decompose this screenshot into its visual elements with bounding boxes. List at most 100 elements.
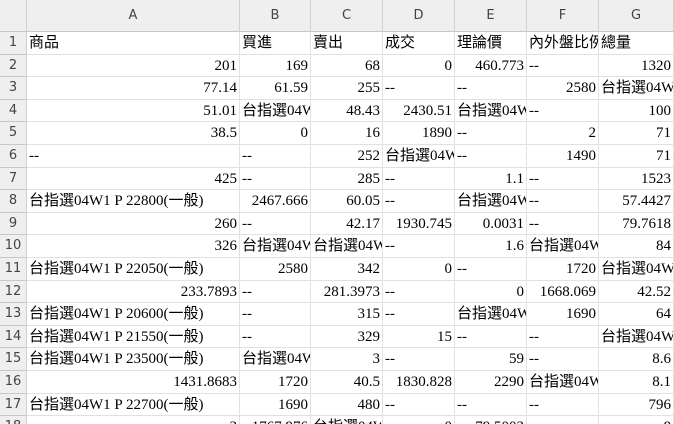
cell[interactable]: 3	[311, 348, 383, 371]
cell[interactable]: 台指選04W	[599, 77, 674, 100]
cell[interactable]: 台指選04W1 P 22800(一般)	[27, 190, 240, 213]
cell[interactable]: 15	[383, 325, 455, 349]
cell[interactable]: 1.6	[455, 235, 527, 258]
cell[interactable]: 38.5	[27, 122, 240, 145]
cell[interactable]: 1690	[240, 393, 311, 417]
cell[interactable]: 315	[311, 303, 383, 326]
cell[interactable]: --	[527, 99, 599, 123]
cell[interactable]: 1690	[527, 303, 599, 326]
cell[interactable]: 3	[27, 416, 240, 424]
cell[interactable]: 台指選04W1 P 21550(一般)	[27, 325, 240, 349]
cell[interactable]: 2580	[527, 77, 599, 100]
cell[interactable]: 71	[599, 122, 674, 145]
row-header[interactable]: 6	[0, 145, 27, 168]
cell[interactable]: 60.05	[311, 190, 383, 213]
cell[interactable]: --	[527, 325, 599, 349]
column-header[interactable]: A	[27, 0, 240, 32]
cell[interactable]: 42.52	[599, 280, 674, 304]
cell[interactable]: 1930.745	[383, 212, 455, 236]
cell[interactable]: --	[455, 145, 527, 168]
cell[interactable]: 51.01	[27, 99, 240, 123]
cell[interactable]: 1490	[527, 145, 599, 168]
row-header[interactable]: 5	[0, 122, 27, 145]
cell[interactable]: 1720	[527, 258, 599, 281]
cell[interactable]: 台指選04W	[599, 258, 674, 281]
cell[interactable]: 台指選04W	[455, 303, 527, 326]
row-header[interactable]: 2	[0, 54, 27, 78]
column-header[interactable]: D	[383, 0, 455, 32]
cell[interactable]: 總量	[599, 32, 674, 55]
cell[interactable]: 1320	[599, 54, 674, 78]
cell[interactable]: 79.7618	[599, 212, 674, 236]
cell[interactable]: 68	[311, 54, 383, 78]
cell[interactable]: 8.1	[599, 371, 674, 394]
row-header[interactable]: 12	[0, 280, 27, 304]
cell[interactable]: 100	[599, 99, 674, 123]
cell[interactable]: --	[383, 303, 455, 326]
cell[interactable]: 40.5	[311, 371, 383, 394]
cell[interactable]: 329	[311, 325, 383, 349]
cell[interactable]: --	[527, 167, 599, 191]
cell[interactable]: 0	[383, 54, 455, 78]
row-header[interactable]: 18	[0, 416, 27, 424]
row-header[interactable]: 4	[0, 99, 27, 123]
cell[interactable]: 1431.8683	[27, 371, 240, 394]
cell[interactable]: 1.1	[455, 167, 527, 191]
cell[interactable]: 內外盤比例	[527, 32, 599, 55]
cell[interactable]: --	[383, 77, 455, 100]
row-header[interactable]: 17	[0, 393, 27, 417]
cell[interactable]: 64	[599, 303, 674, 326]
cell[interactable]: --	[455, 122, 527, 145]
row-header[interactable]: 10	[0, 235, 27, 258]
column-header[interactable]: C	[311, 0, 383, 32]
cell[interactable]: --	[240, 325, 311, 349]
cell[interactable]: 台指選04W1 P 23500(一般)	[27, 348, 240, 371]
cell[interactable]: 169	[240, 54, 311, 78]
cell[interactable]: 台指選04W	[527, 371, 599, 394]
cell[interactable]: 台指選04W	[240, 348, 311, 371]
cell[interactable]: --	[240, 303, 311, 326]
cell[interactable]: 商品	[27, 32, 240, 55]
cell[interactable]: 281.3973	[311, 280, 383, 304]
cell[interactable]: 285	[311, 167, 383, 191]
cell[interactable]: 2290	[455, 371, 527, 394]
cell[interactable]: 2580	[240, 258, 311, 281]
cell[interactable]: --	[527, 212, 599, 236]
row-header[interactable]: 3	[0, 77, 27, 100]
cell[interactable]: 台指選04W	[455, 190, 527, 213]
cell[interactable]: 84	[599, 235, 674, 258]
cell[interactable]: 成交	[383, 32, 455, 55]
cell[interactable]: --	[383, 393, 455, 417]
cell[interactable]: --	[455, 325, 527, 349]
row-header[interactable]: 11	[0, 258, 27, 281]
column-header[interactable]: G	[599, 0, 674, 32]
cell[interactable]: 台指選04W	[311, 416, 383, 424]
cell[interactable]: 59	[455, 348, 527, 371]
cell[interactable]: --	[240, 145, 311, 168]
cell[interactable]: --	[527, 348, 599, 371]
cell[interactable]: 台指選04W	[240, 235, 311, 258]
cell[interactable]: 425	[27, 167, 240, 191]
cell[interactable]: 理論價	[455, 32, 527, 55]
cell[interactable]: 0.0031	[455, 212, 527, 236]
cell[interactable]: --	[383, 167, 455, 191]
cell[interactable]: 480	[311, 393, 383, 417]
cell[interactable]: --	[527, 393, 599, 417]
cell[interactable]: 42.17	[311, 212, 383, 236]
cell[interactable]: 342	[311, 258, 383, 281]
cell[interactable]: 260	[27, 212, 240, 236]
column-header[interactable]: B	[240, 0, 311, 32]
cell[interactable]: 2467.666	[240, 190, 311, 213]
cell[interactable]: 賣出	[311, 32, 383, 55]
cell[interactable]: --	[527, 54, 599, 78]
cell[interactable]: 252	[311, 145, 383, 168]
row-header[interactable]: 9	[0, 212, 27, 236]
cell[interactable]: 台指選04W	[240, 99, 311, 123]
cell[interactable]: 233.7893	[27, 280, 240, 304]
cell[interactable]: 1830.828	[383, 371, 455, 394]
cell[interactable]: 1890	[383, 122, 455, 145]
cell[interactable]: 77.14	[27, 77, 240, 100]
cell[interactable]: --	[240, 212, 311, 236]
cell[interactable]: --	[27, 145, 240, 168]
row-header[interactable]: 14	[0, 325, 27, 349]
